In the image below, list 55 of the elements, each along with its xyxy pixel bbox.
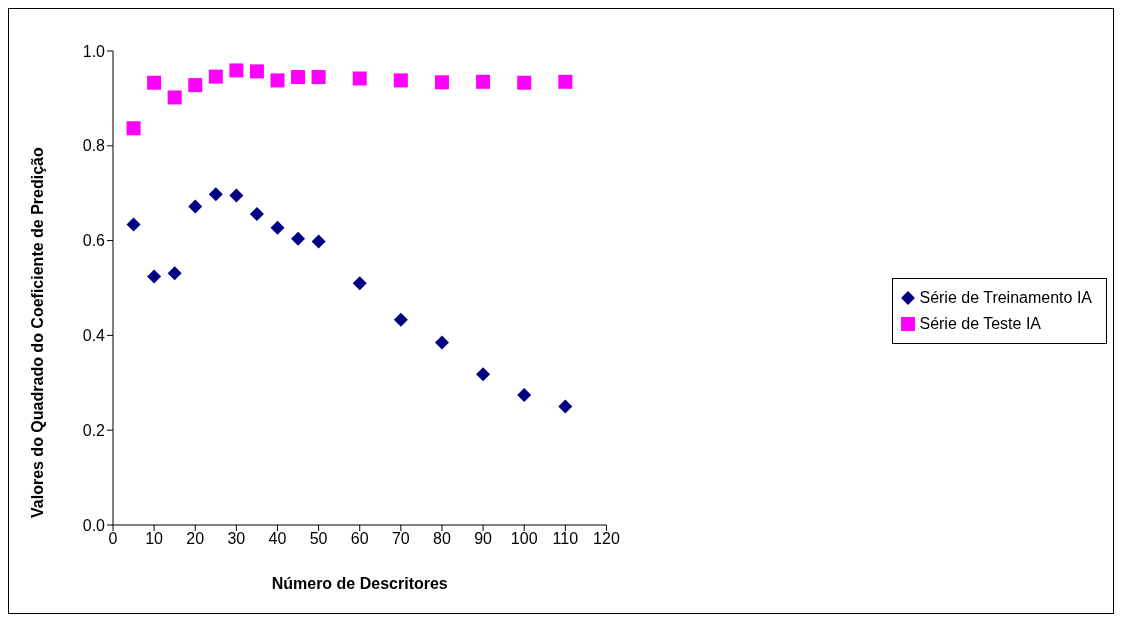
point xyxy=(167,266,182,281)
legend-label: Série de Teste IA xyxy=(919,314,1042,334)
point xyxy=(517,388,532,403)
point xyxy=(517,75,532,90)
point xyxy=(126,121,141,136)
point xyxy=(270,220,285,235)
point xyxy=(126,217,141,232)
point xyxy=(291,231,306,246)
point xyxy=(476,74,491,89)
point xyxy=(188,78,203,93)
point xyxy=(352,71,367,86)
point xyxy=(249,64,264,79)
point xyxy=(249,207,264,222)
point xyxy=(558,399,573,414)
x-tick-label: 0 xyxy=(108,530,118,548)
point xyxy=(434,335,449,350)
legend-label: Série de Treinamento IA xyxy=(919,288,1092,308)
point xyxy=(229,63,244,78)
point xyxy=(188,199,203,214)
x-axis-title: Número de Descritores xyxy=(271,575,448,592)
y-tick-label: 0.8 xyxy=(82,137,106,155)
point xyxy=(311,234,326,249)
point xyxy=(208,187,223,202)
point xyxy=(558,74,573,89)
x-tick-label: 80 xyxy=(433,530,451,548)
point xyxy=(393,312,408,327)
x-tick-label: 20 xyxy=(186,530,205,548)
y-axis-title: Valores do Quadrado do Coeficiente de Predição xyxy=(28,147,46,518)
x-tick-label: 10 xyxy=(145,530,164,548)
x-tick-label: 50 xyxy=(309,530,328,548)
point xyxy=(352,276,367,291)
point xyxy=(229,188,244,203)
x-tick-label: 70 xyxy=(391,530,410,548)
x-tick-label: 90 xyxy=(474,530,493,548)
x-tick-label: 40 xyxy=(268,530,287,548)
x-tick-label: 60 xyxy=(350,530,369,548)
point xyxy=(208,69,223,84)
point xyxy=(311,70,326,85)
y-tick-label: 0.4 xyxy=(82,327,106,345)
x-tick-label: 100 xyxy=(510,530,538,548)
y-tick-label: 0.2 xyxy=(82,421,106,439)
point xyxy=(393,73,408,88)
point xyxy=(291,70,306,85)
x-tick-label: 30 xyxy=(227,530,246,548)
point xyxy=(167,90,182,105)
y-tick-label: 0.0 xyxy=(82,516,106,534)
point xyxy=(147,269,162,284)
x-tick-label: 110 xyxy=(552,530,579,548)
point xyxy=(434,75,449,90)
point xyxy=(147,75,162,90)
y-tick-label: 1.0 xyxy=(82,42,106,60)
x-tick-label: 120 xyxy=(593,530,620,548)
y-tick-label: 0.6 xyxy=(82,232,106,250)
point xyxy=(270,73,285,88)
point xyxy=(476,367,491,382)
